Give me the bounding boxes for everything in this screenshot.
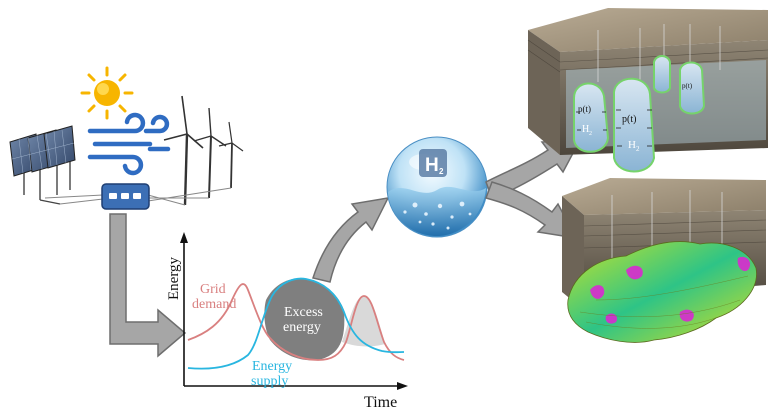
cavern-2-pressure-label: p(t)	[622, 114, 636, 125]
power-lines	[44, 187, 232, 206]
cavern-2	[613, 77, 656, 173]
energy-supply-curve	[187, 277, 405, 370]
excess-energy-area	[264, 278, 345, 361]
excess-area-second	[342, 296, 385, 347]
h2-symbol: H	[425, 155, 439, 176]
cavern-4-pressure-label: p(t)	[682, 82, 693, 90]
energy-supply-label-line1: Energy	[252, 359, 292, 374]
h2-subscript: 2	[439, 167, 444, 176]
h2-badge	[419, 149, 447, 177]
wind-turbines-icon	[163, 95, 244, 206]
cavern-3	[653, 55, 671, 94]
cavern-2-gas-subscript: 2	[636, 145, 640, 153]
excess-energy-label-line2: energy	[283, 320, 321, 335]
cavern-4	[679, 61, 706, 115]
energy-graph: Energy Time Grid demand Energy supply Ex…	[166, 232, 408, 410]
cavern-1	[573, 82, 610, 153]
hydrogen-sphere: H 2	[386, 136, 488, 238]
inverter-icon	[101, 183, 150, 210]
x-axis-label: Time	[364, 394, 397, 410]
arrow-to-hydrogen	[312, 197, 390, 283]
solar-panels-icon	[9, 125, 76, 205]
grid-demand-label-line2: demand	[192, 297, 236, 312]
grid-demand-curve	[187, 283, 405, 361]
cavern-1-gas-subscript: 2	[589, 131, 592, 137]
grid-demand-label-line1: Grid	[200, 282, 226, 297]
arrows-to-storage	[485, 139, 582, 239]
cavern-1-gas-symbol: H	[582, 124, 589, 135]
sun-icon	[80, 66, 134, 120]
excess-energy-label-line1: Excess	[284, 305, 323, 320]
arrow-to-graph	[109, 213, 187, 358]
porous-reservoir-storage	[562, 178, 767, 343]
energy-supply-label-line2: supply	[251, 374, 288, 389]
cavern-2-gas-symbol: H	[628, 139, 636, 151]
wind-gust-icon	[87, 112, 171, 176]
y-axis-label: Energy	[166, 256, 182, 300]
cavern-1-pressure-label: p(t)	[578, 104, 591, 114]
salt-cavern-storage: p(t) H 2 p(t) H 2 p(t)	[527, 8, 769, 173]
